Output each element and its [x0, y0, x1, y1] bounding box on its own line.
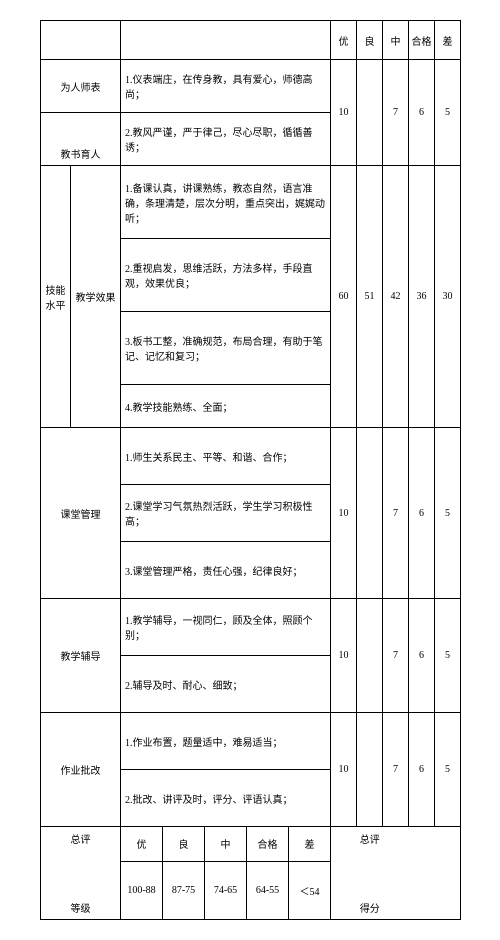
- score-1-2: [357, 60, 383, 166]
- score-2-5: 30: [435, 166, 461, 428]
- cat-role-model: 为人师表: [41, 60, 121, 113]
- score-2-2: 51: [357, 166, 383, 428]
- sum-r5: ＜54: [289, 861, 331, 920]
- sub-teach-effect: 教学效果: [71, 166, 121, 428]
- desc-class-2: 2.课堂学习气氛热烈活跃，学生学习积极性高；: [121, 485, 331, 542]
- score-5-5: 5: [435, 713, 461, 827]
- summary-score-title: 总评: [331, 827, 409, 862]
- evaluation-table: 优 良 中 合格 差 为人师表 1.仪表端庄，在传身教，具有爱心，师德高尚； 1…: [40, 20, 461, 920]
- cat-skill-level: 技能水平: [41, 166, 71, 428]
- score-3-3: 7: [383, 428, 409, 599]
- summary-title: 总评: [41, 827, 121, 862]
- desc-skill-4: 4.教学技能熟练、全面；: [121, 385, 331, 428]
- score-3-1: 10: [331, 428, 357, 599]
- score-5-1: 10: [331, 713, 357, 827]
- score-5-3: 7: [383, 713, 409, 827]
- col-medium: 中: [383, 21, 409, 60]
- desc-skill-1: 1.备课认真，讲课熟练，教态自然，语言准确，条理清楚，层次分明，重点突出，娓娓动…: [121, 166, 331, 239]
- blank-header-desc: [121, 21, 331, 60]
- score-1-3: 7: [383, 60, 409, 166]
- desc-guide-1: 1.教学辅导，一视同仁，顾及全体，照顾个别；: [121, 599, 331, 656]
- score-3-5: 5: [435, 428, 461, 599]
- sum-h5: 差: [289, 827, 331, 862]
- score-3-2: [357, 428, 383, 599]
- desc-hw-2: 2.批改、讲评及时，评分、评语认真；: [121, 770, 331, 827]
- sum-r4: 64-55: [247, 861, 289, 920]
- desc-class-1: 1.师生关系民主、平等、和谐、合作；: [121, 428, 331, 485]
- summary-grade-label: 等级: [41, 861, 121, 920]
- col-pass: 合格: [409, 21, 435, 60]
- col-excellent: 优: [331, 21, 357, 60]
- score-5-4: 6: [409, 713, 435, 827]
- summary-score-label: 得分: [331, 861, 409, 920]
- desc-skill-3: 3.板书工整，准确规范，布局合理，有助于笔记、记忆和复习；: [121, 312, 331, 385]
- sum-r3: 74-65: [205, 861, 247, 920]
- score-1-5: 5: [435, 60, 461, 166]
- sum-r2: 87-75: [163, 861, 205, 920]
- sum-h2: 良: [163, 827, 205, 862]
- col-good: 良: [357, 21, 383, 60]
- desc-1-2: 2.教风严谨，严于律己，尽心尽职，循循善诱；: [121, 113, 331, 166]
- score-2-3: 42: [383, 166, 409, 428]
- sum-h1: 优: [121, 827, 163, 862]
- cat-guidance: 教学辅导: [41, 599, 121, 713]
- sum-h3: 中: [205, 827, 247, 862]
- score-4-4: 6: [409, 599, 435, 713]
- score-5-2: [357, 713, 383, 827]
- score-4-1: 10: [331, 599, 357, 713]
- desc-guide-2: 2.辅导及时、耐心、细致；: [121, 656, 331, 713]
- score-4-3: 7: [383, 599, 409, 713]
- blank-header: [41, 21, 121, 60]
- score-3-4: 6: [409, 428, 435, 599]
- score-4-5: 5: [435, 599, 461, 713]
- score-2-1: 60: [331, 166, 357, 428]
- cat-classroom: 课堂管理: [41, 428, 121, 599]
- cat-homework: 作业批改: [41, 713, 121, 827]
- summary-score-blank: [409, 827, 461, 862]
- cat-teach-educate: 教书育人: [41, 113, 121, 166]
- desc-1-1: 1.仪表端庄，在传身教，具有爱心，师德高尚；: [121, 60, 331, 113]
- desc-skill-2: 2.重视启发，思维活跃，方法多样，手段直观，效果优良；: [121, 239, 331, 312]
- sum-r1: 100-88: [121, 861, 163, 920]
- score-1-1: 10: [331, 60, 357, 166]
- score-2-4: 36: [409, 166, 435, 428]
- col-poor: 差: [435, 21, 461, 60]
- desc-hw-1: 1.作业布置，题量适中，难易适当；: [121, 713, 331, 770]
- score-1-4: 6: [409, 60, 435, 166]
- desc-class-3: 3.课堂管理严格，责任心强，纪律良好；: [121, 542, 331, 599]
- score-4-2: [357, 599, 383, 713]
- sum-h4: 合格: [247, 827, 289, 862]
- summary-score-value: [409, 861, 461, 920]
